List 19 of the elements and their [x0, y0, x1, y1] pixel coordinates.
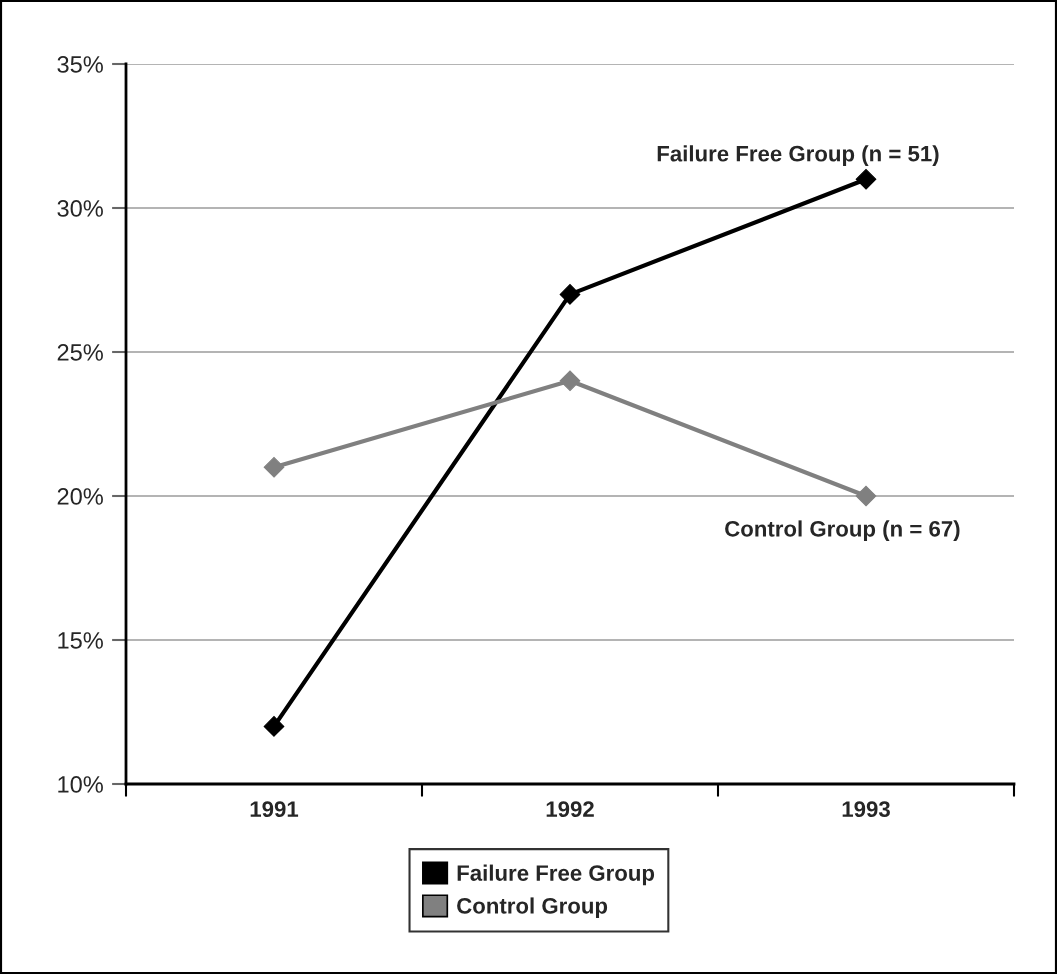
point — [263, 716, 285, 737]
y-tick-label: 30% — [57, 200, 103, 217]
x-tick-label: 1993 — [842, 801, 890, 818]
legend-label: Failure Free Group — [457, 864, 655, 886]
annotation: Control Group (n = 67) — [725, 520, 960, 542]
y-tick-label: 25% — [57, 344, 103, 361]
point — [559, 370, 581, 392]
legend-label: Control Group — [457, 897, 608, 919]
point — [855, 168, 877, 190]
y-tick-label: 20% — [57, 488, 103, 505]
point — [263, 456, 285, 478]
y-tick-label: 35% — [57, 56, 103, 73]
point — [559, 284, 581, 305]
point — [855, 485, 877, 507]
y-tick-label: 10% — [58, 776, 103, 793]
y-tick-label: 15% — [58, 632, 103, 649]
x-tick-label: 1992 — [546, 801, 594, 817]
annotation: Failure Free Group (n = 51) — [657, 145, 939, 166]
x-tick-label: 1991 — [250, 801, 299, 817]
